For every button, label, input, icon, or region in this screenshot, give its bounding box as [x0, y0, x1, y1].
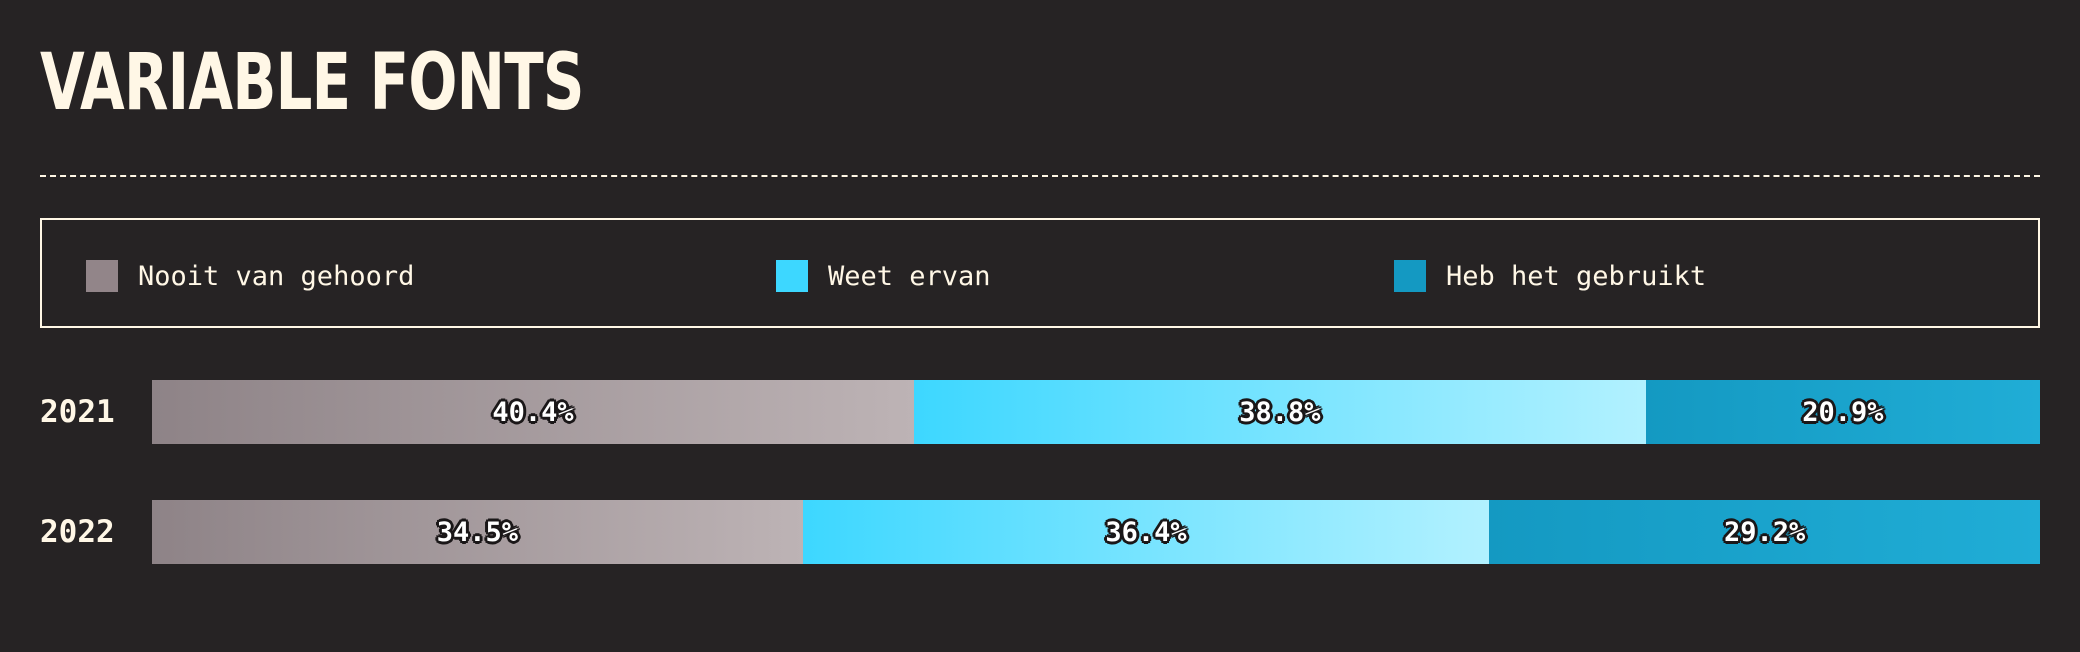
bar-value-label-2021-nooit: 40.4% — [492, 396, 574, 428]
bar-value-label-2022-weet: 36.4% — [1105, 516, 1187, 548]
bar-segment-2021-nooit: 40.4% — [152, 380, 914, 444]
legend-item-weet: Weet ervan — [776, 260, 991, 292]
bar-segment-2022-gebruikt: 29.2% — [1489, 500, 2040, 564]
bar-segment-2022-weet: 36.4% — [802, 500, 1490, 564]
legend-label-nooit: Nooit van gehoord — [138, 260, 415, 292]
legend-label-weet: Weet ervan — [828, 260, 991, 292]
legend-item-nooit: Nooit van gehoord — [86, 260, 414, 292]
bar-2021: 40.4% 38.8% 20.9% — [152, 380, 2040, 444]
bar-value-label-2021-gebruikt: 20.9% — [1802, 396, 1884, 428]
bar-2022: 34.5% 36.4% 29.2% — [152, 500, 2040, 564]
legend-item-gebruikt: Heb het gebruikt — [1394, 260, 1706, 292]
row-label-2022: 2022 — [40, 514, 115, 550]
bar-segment-2021-weet: 38.8% — [913, 380, 1646, 444]
legend: Nooit van gehoord Weet ervan Heb het geb… — [40, 218, 2040, 328]
bar-value-label-2021-weet: 38.8% — [1239, 396, 1321, 428]
bar-value-label-2022-gebruikt: 29.2% — [1723, 516, 1806, 548]
legend-label-gebruikt: Heb het gebruikt — [1446, 260, 1707, 292]
dashed-divider — [40, 175, 2040, 177]
legend-swatch-weet — [776, 260, 808, 292]
legend-swatch-gebruikt — [1394, 260, 1426, 292]
row-label-2021: 2021 — [40, 394, 115, 430]
legend-swatch-nooit — [86, 260, 118, 292]
chart-title: VARIABLE FONTS — [40, 38, 584, 128]
bar-segment-2022-nooit: 34.5% — [152, 500, 803, 564]
bar-value-label-2022-nooit: 34.5% — [436, 516, 518, 548]
bar-segment-2021-gebruikt: 20.9% — [1645, 380, 2040, 444]
